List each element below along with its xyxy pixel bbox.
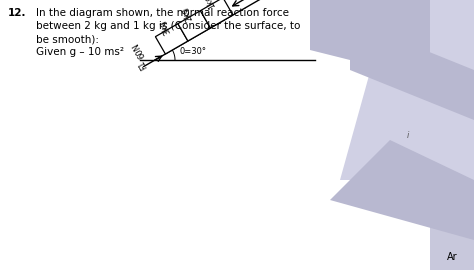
Text: 0=30°: 0=30° bbox=[180, 47, 207, 56]
Text: 12.: 12. bbox=[8, 8, 27, 18]
Polygon shape bbox=[155, 24, 188, 54]
FancyBboxPatch shape bbox=[430, 0, 474, 270]
Text: i: i bbox=[407, 130, 409, 140]
Text: 60N: 60N bbox=[131, 40, 147, 59]
Text: Ar: Ar bbox=[447, 252, 458, 262]
Text: 2kg: 2kg bbox=[180, 5, 195, 22]
Text: In the diagram shown, the normal reaction force: In the diagram shown, the normal reactio… bbox=[36, 8, 289, 18]
Polygon shape bbox=[330, 140, 474, 240]
Text: F1: F1 bbox=[137, 58, 149, 71]
Polygon shape bbox=[340, 0, 474, 180]
Text: 3kg: 3kg bbox=[157, 18, 172, 35]
Polygon shape bbox=[350, 20, 474, 120]
Text: 1kg: 1kg bbox=[202, 0, 217, 9]
Text: be smooth):: be smooth): bbox=[36, 34, 99, 44]
Polygon shape bbox=[178, 11, 210, 41]
Polygon shape bbox=[310, 0, 430, 80]
Text: Given g – 10 ms²: Given g – 10 ms² bbox=[36, 47, 124, 57]
Polygon shape bbox=[201, 0, 233, 28]
Text: between 2 kg and 1 kg is (Consider the surface, to: between 2 kg and 1 kg is (Consider the s… bbox=[36, 21, 301, 31]
